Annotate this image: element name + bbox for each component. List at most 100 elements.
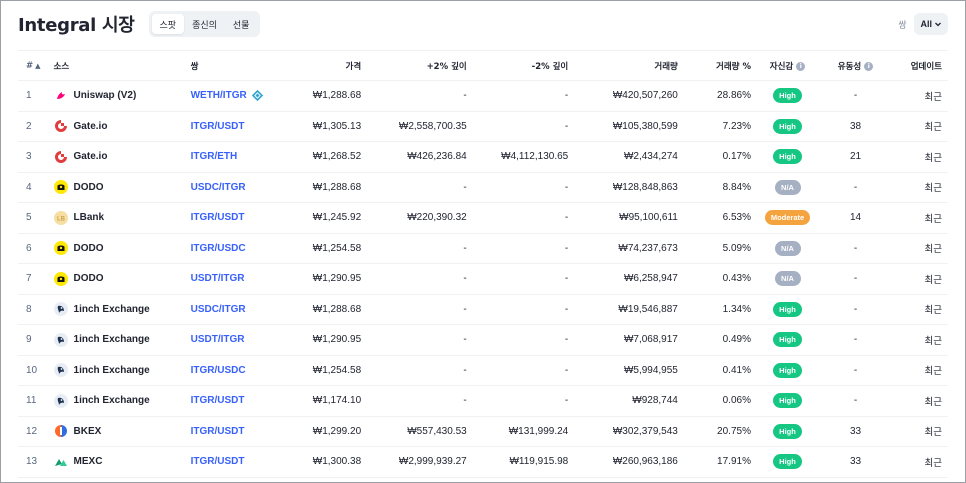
pair-cell: WETH/ITGR — [191, 81, 303, 112]
confidence-badge: High — [773, 301, 802, 317]
col-header-updated[interactable]: 업데이트 — [910, 61, 942, 72]
volume-cell: ₩928,744 — [632, 395, 678, 407]
updated-cell: 최근 — [924, 427, 942, 439]
volume-pct-cell: 8.84% — [722, 181, 751, 193]
pair-label: ITGR/USDC — [190, 242, 246, 254]
plus2-depth-cell: - — [463, 395, 467, 407]
minus2-depth-cell: - — [564, 120, 569, 132]
confidence-badge: High — [773, 149, 802, 165]
exchange-name: 1inch Exchange — [73, 303, 150, 315]
col-header-price[interactable]: 가격 — [345, 61, 362, 72]
confidence-badge: High — [773, 362, 802, 378]
source-cell: DODO — [53, 233, 191, 264]
exchange-link[interactable]: Uniswap (V2) — [53, 88, 191, 103]
col-header-pair[interactable]: 쌍 — [190, 61, 199, 72]
exchange-link[interactable]: DODO — [53, 241, 191, 256]
confidence-cell: High — [751, 416, 824, 447]
info-icon[interactable]: i — [864, 61, 874, 71]
col-header-plus2-depth[interactable]: +2% 깊이 — [426, 61, 467, 72]
updated-cell: 최근 — [924, 244, 942, 256]
chevron-down-icon — [935, 22, 941, 27]
col-header-source[interactable]: 소스 — [53, 61, 70, 72]
pair-link[interactable]: ITGR/ETH — [191, 151, 238, 162]
updated-cell: 최근 — [924, 213, 942, 225]
updated-cell: 최근 — [924, 152, 942, 164]
exchange-link[interactable]: DODO — [53, 271, 191, 286]
volume-cell: ₩2,434,274 — [623, 151, 678, 163]
minus2-depth-cell: - — [564, 273, 569, 285]
confidence-cell: N/A — [751, 172, 824, 203]
exchange-link[interactable]: DODO — [53, 180, 191, 195]
confidence-cell: High — [751, 447, 824, 478]
source-cell: LB LBank — [53, 203, 191, 234]
pair-link[interactable]: USDT/ITGR — [191, 334, 245, 345]
exchange-name: DODO — [73, 242, 104, 254]
sort-up-icon: ▲ — [35, 61, 41, 70]
plus2-depth-cell: - — [463, 90, 467, 102]
col-header-minus2-depth[interactable]: -2% 깊이 — [531, 61, 569, 72]
pair-link[interactable]: ITGR/USDT — [191, 395, 245, 406]
price-cell: ₩1,299.20 — [312, 425, 362, 437]
exchange-name: 1inch Exchange — [73, 334, 150, 346]
col-header-volume-pct[interactable]: 거래량 % — [716, 61, 751, 72]
tab-spot[interactable]: 스팟 — [151, 14, 185, 34]
exchange-link[interactable]: BKEX — [54, 424, 191, 438]
uniswap-logo-icon — [53, 88, 68, 103]
source-cell: Gate.io — [54, 111, 191, 142]
volume-cell: ₩105,380,599 — [612, 120, 678, 132]
col-header-liquidity[interactable]: 유동성 i — [824, 51, 887, 81]
row-index: 2 — [26, 120, 32, 132]
updated-cell: 최근 — [924, 457, 942, 469]
exchange-link[interactable]: 1inch Exchange — [53, 393, 191, 408]
pair-link[interactable]: USDC/ITGR — [191, 304, 246, 315]
pair-link[interactable]: ITGR/USDC — [191, 243, 246, 254]
liquidity-cell: 14 — [849, 212, 862, 224]
pair-link[interactable]: USDT/ITGR — [191, 273, 245, 284]
pair-link[interactable]: ITGR/USDT — [191, 426, 245, 437]
exchange-link[interactable]: 1inch Exchange — [53, 302, 191, 317]
updated-cell: 최근 — [924, 91, 942, 103]
exchange-link[interactable]: Gate.io — [54, 119, 191, 133]
pair-label: ITGR/ETH — [190, 151, 238, 163]
col-header-index[interactable]: # ▲ — [26, 60, 41, 71]
pair-link[interactable]: ITGR/USDC — [191, 365, 246, 376]
pair-dropdown[interactable]: All — [914, 13, 948, 35]
dodo-logo-icon — [53, 271, 68, 286]
tab-futures[interactable]: 선물 — [232, 20, 250, 31]
pair-cell: USDT/ITGR — [191, 325, 303, 356]
tab-perpetual[interactable]: 종신의 — [192, 20, 217, 31]
liquidity-cell: - — [853, 273, 858, 285]
price-cell: ₩1,288.68 — [312, 90, 362, 102]
exchange-link[interactable]: MEXC — [54, 455, 191, 469]
price-cell: ₩1,305.13 — [312, 120, 362, 132]
pair-link[interactable]: WETH/ITGR — [191, 89, 265, 103]
row-index: 4 — [26, 181, 32, 193]
confidence-cell: High — [751, 386, 824, 417]
confidence-badge: High — [773, 118, 802, 134]
exchange-link[interactable]: LB LBank — [53, 210, 191, 225]
pair-label: ITGR/USDT — [190, 395, 245, 407]
exchange-link[interactable]: 1inch Exchange — [53, 332, 191, 347]
plus2-depth-cell: - — [463, 334, 467, 346]
pair-link[interactable]: ITGR/USDT — [191, 212, 245, 223]
minus2-depth-cell: ₩119,915.98 — [509, 456, 569, 468]
source-cell: MEXC — [54, 447, 191, 478]
exchange-link[interactable]: Gate.io — [54, 150, 191, 164]
row-index: 11 — [26, 395, 37, 407]
minus2-depth-cell: ₩131,999.24 — [508, 425, 569, 437]
confidence-cell: N/A — [751, 264, 824, 295]
info-icon[interactable]: i — [796, 61, 806, 71]
plus2-depth-cell: ₩2,558,700.35 — [398, 120, 467, 132]
exchange-link[interactable]: 1inch Exchange — [53, 363, 191, 378]
col-header-volume[interactable]: 거래량 — [654, 61, 678, 72]
updated-cell: 최근 — [924, 366, 942, 378]
source-cell: 1inch Exchange — [53, 294, 191, 325]
pair-link[interactable]: USDC/ITGR — [191, 182, 246, 193]
volume-pct-cell: 6.53% — [722, 212, 751, 224]
pair-link[interactable]: ITGR/USDT — [191, 456, 245, 467]
pair-link[interactable]: ITGR/USDT — [191, 121, 245, 132]
price-cell: ₩1,290.95 — [312, 273, 362, 285]
pair-cell: ITGR/USDT — [191, 386, 303, 417]
col-header-confidence[interactable]: 자신감 i — [751, 51, 824, 81]
volume-pct-cell: 20.75% — [717, 425, 751, 437]
